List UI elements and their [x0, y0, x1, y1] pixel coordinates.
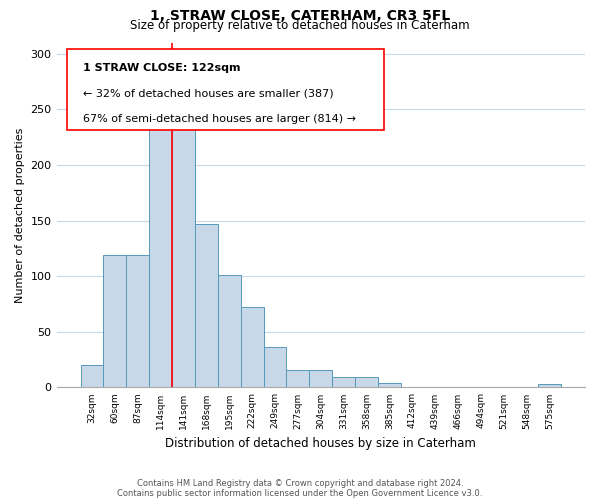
Bar	[378, 383, 401, 388]
Bar	[172, 110, 195, 388]
Bar	[80, 365, 103, 388]
Bar	[263, 348, 286, 388]
Bar	[149, 130, 172, 388]
Text: Contains public sector information licensed under the Open Government Licence v3: Contains public sector information licen…	[118, 488, 482, 498]
Text: Contains HM Land Registry data © Crown copyright and database right 2024.: Contains HM Land Registry data © Crown c…	[137, 478, 463, 488]
Text: Size of property relative to detached houses in Caterham: Size of property relative to detached ho…	[130, 19, 470, 32]
Bar	[286, 370, 310, 388]
FancyBboxPatch shape	[67, 50, 384, 130]
Text: 67% of semi-detached houses are larger (814) →: 67% of semi-detached houses are larger (…	[83, 114, 356, 124]
Y-axis label: Number of detached properties: Number of detached properties	[15, 128, 25, 302]
Text: 1, STRAW CLOSE, CATERHAM, CR3 5FL: 1, STRAW CLOSE, CATERHAM, CR3 5FL	[150, 9, 450, 23]
Bar	[310, 370, 332, 388]
Bar	[218, 275, 241, 388]
Bar	[127, 255, 149, 388]
Text: 1 STRAW CLOSE: 122sqm: 1 STRAW CLOSE: 122sqm	[83, 63, 241, 73]
Bar	[538, 384, 561, 388]
Bar	[195, 224, 218, 388]
Bar	[332, 378, 355, 388]
Bar	[355, 378, 378, 388]
Bar	[241, 308, 263, 388]
X-axis label: Distribution of detached houses by size in Caterham: Distribution of detached houses by size …	[166, 437, 476, 450]
Bar	[103, 255, 127, 388]
Text: ← 32% of detached houses are smaller (387): ← 32% of detached houses are smaller (38…	[83, 88, 334, 99]
